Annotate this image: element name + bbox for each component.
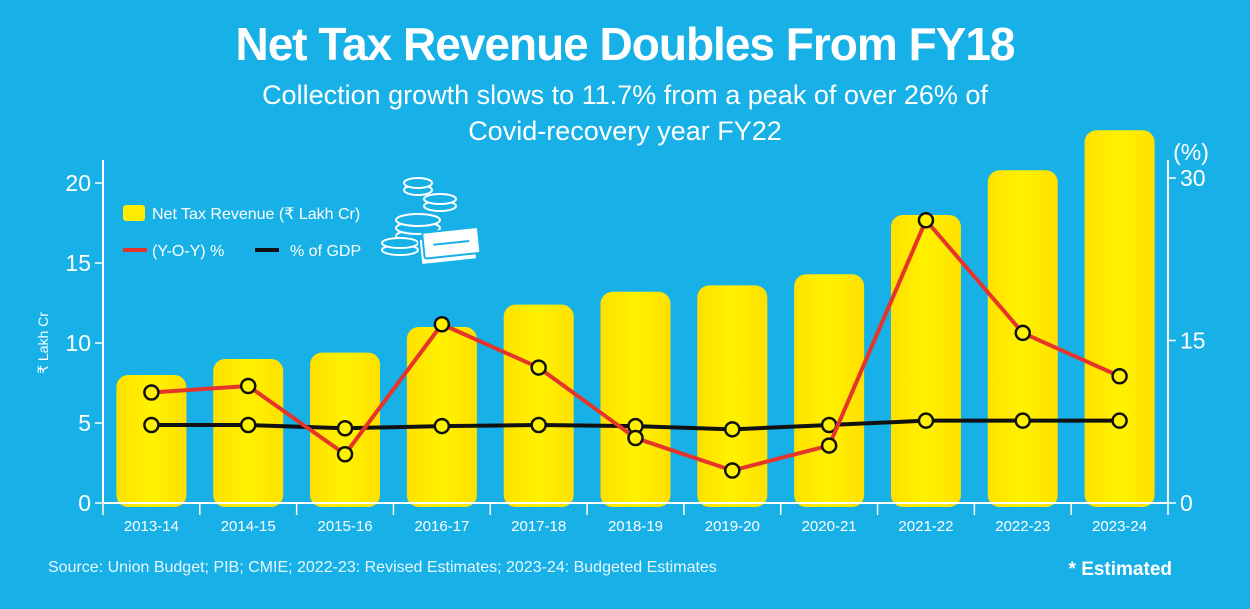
x-tick-label: 2020-21 bbox=[802, 518, 857, 535]
yoy-point-2020-21 bbox=[820, 437, 838, 454]
yoy-point-2016-17 bbox=[433, 316, 451, 333]
coins-stack-icon bbox=[381, 177, 457, 256]
bar-2019-20 bbox=[697, 285, 768, 507]
x-tick-label: 2015-16 bbox=[318, 518, 373, 535]
legend-swatch-bar bbox=[123, 205, 145, 221]
yoy-point-2018-19 bbox=[627, 429, 644, 447]
axes: 2013-14 2014-15 2015-16 2016-17 2017-18 2018-… bbox=[65, 160, 1206, 535]
gdp-point-2019-20 bbox=[724, 421, 741, 438]
y2-axis-label: (%) bbox=[1173, 139, 1209, 165]
chart-subtitle-line2: Covid-recovery year FY22 bbox=[468, 116, 782, 146]
gdp-point-2016-17 bbox=[433, 417, 451, 435]
y2-tick-label: 30 bbox=[1180, 165, 1206, 191]
line-series bbox=[143, 212, 1128, 479]
y-tick-label: 5 bbox=[78, 410, 91, 436]
x-tick-label: 2017-18 bbox=[511, 518, 566, 535]
yoy-point-2015-16 bbox=[336, 446, 354, 463]
gdp-point-2013-14 bbox=[143, 416, 160, 434]
bar-series bbox=[116, 130, 1155, 507]
yoy-point-2021-22 bbox=[917, 212, 935, 229]
x-tick-label: 2022-23 bbox=[995, 518, 1050, 535]
source-note: Source: Union Budget; PIB; CMIE; 2022-23… bbox=[48, 559, 717, 576]
gdp-point-2023-24 bbox=[1111, 412, 1128, 429]
x-tick-label: 2014-15 bbox=[221, 518, 276, 535]
legend-label-yoy: (Y-O-Y) % bbox=[152, 243, 224, 260]
y-tick-label: 20 bbox=[65, 170, 91, 196]
bar-2018-19 bbox=[600, 291, 671, 507]
yoy-point-2023-24 bbox=[1111, 368, 1128, 385]
gdp-point-2021-22 bbox=[917, 412, 935, 429]
bar-2016-17 bbox=[406, 327, 477, 507]
x-tick-label: 2021-22 bbox=[898, 518, 953, 535]
bar-2013-14 bbox=[116, 375, 187, 507]
gdp-point-2014-15 bbox=[239, 416, 257, 434]
bar-2017-18 bbox=[503, 304, 574, 507]
chart-title: Net Tax Revenue Doubles From FY18 bbox=[235, 18, 1014, 70]
yoy-point-2022-23 bbox=[1014, 324, 1032, 342]
estimated-note: * Estimated bbox=[1069, 559, 1172, 580]
yoy-point-2013-14 bbox=[143, 384, 160, 401]
banknotes-icon bbox=[417, 226, 482, 266]
yoy-point-2017-18 bbox=[530, 359, 547, 376]
y-tick-label: 15 bbox=[65, 250, 91, 276]
yoy-point-2019-20 bbox=[724, 462, 741, 479]
gdp-point-2017-18 bbox=[530, 416, 547, 434]
bar-2023-24 bbox=[1084, 130, 1155, 507]
gdp-point-2015-16 bbox=[336, 420, 354, 437]
y-tick-label: 10 bbox=[65, 330, 91, 356]
chart-subtitle-line1: Collection growth slows to 11.7% from a … bbox=[262, 80, 988, 110]
y2-tick-label: 0 bbox=[1180, 490, 1193, 516]
x-tick-label: 2023-24 bbox=[1092, 518, 1147, 535]
yoy-point-2014-15 bbox=[239, 377, 257, 395]
legend-label-gdp: % of GDP bbox=[290, 243, 361, 260]
legend: Net Tax Revenue (₹ Lakh Cr) (Y-O-Y) % % … bbox=[123, 205, 361, 260]
y2-tick-label: 15 bbox=[1180, 328, 1206, 354]
x-tick-label: 2019-20 bbox=[705, 518, 760, 535]
y-axis-label: ₹ Lakh Cr bbox=[35, 312, 51, 374]
legend-label-bar: Net Tax Revenue (₹ Lakh Cr) bbox=[152, 206, 360, 223]
x-tick-label: 2018-19 bbox=[608, 518, 663, 535]
y-tick-label: 0 bbox=[78, 490, 91, 516]
bar-2021-22 bbox=[890, 215, 961, 507]
x-tick-label: 2016-17 bbox=[414, 518, 469, 535]
x-tick-label: 2013-14 bbox=[124, 518, 179, 535]
gdp-point-2022-23 bbox=[1014, 412, 1032, 429]
